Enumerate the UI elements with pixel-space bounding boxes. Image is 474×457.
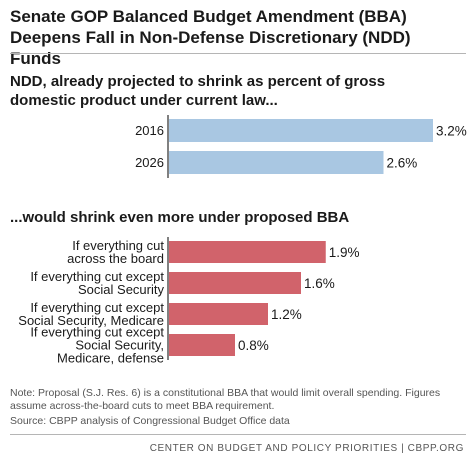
value-label-0: 3.2%: [436, 124, 467, 139]
bar-0: [169, 241, 326, 263]
value-label-3: 0.8%: [238, 338, 269, 353]
footer-credit: CENTER ON BUDGET AND POLICY PRIORITIES |…: [149, 443, 464, 454]
bottom-panel-title-line-1: ...would shrink even more under proposed…: [10, 209, 350, 226]
top-panel-title-line-1: NDD, already projected to shrink as perc…: [10, 73, 386, 90]
title-divider: [10, 53, 466, 54]
chart-title: Senate GOP Balanced Budget Amendment (BB…: [10, 6, 466, 69]
category-label-2-0: If everything cut except: [30, 300, 164, 315]
bar-3: [169, 334, 235, 356]
category-label-0-0: If everything cut: [72, 238, 164, 253]
category-label-3-0: If everything cut except: [30, 325, 164, 340]
category-label-0-1: across the board: [67, 251, 164, 266]
bar-2: [169, 303, 268, 325]
value-label-0: 1.9%: [329, 245, 360, 260]
chart-title-line-1: Senate GOP Balanced Budget Amendment (BB…: [10, 7, 407, 26]
chart-title-line-2: Deepens Fall in Non-Defense Discretionar…: [10, 28, 411, 68]
top-bar-chart: 3.2% 2016 2.6% 2026: [135, 115, 467, 178]
category-label-3-2: Medicare, defense: [57, 351, 164, 366]
bar-1: [169, 151, 384, 174]
value-label-2: 1.2%: [271, 307, 302, 322]
category-label-3-1: Social Security,: [75, 338, 164, 353]
category-label-2-1: Social Security, Medicare: [18, 313, 164, 328]
source-text: Source: CBPP analysis of Congressional B…: [10, 415, 290, 427]
footer-divider: [10, 434, 466, 435]
category-label-1-1: Social Security: [78, 282, 164, 297]
category-label-0-0: 2016: [135, 123, 164, 138]
note-text: Note: Proposal (S.J. Res. 6) is a consti…: [10, 387, 441, 412]
top-panel-title: NDD, already projected to shrink as perc…: [10, 72, 460, 110]
top-panel-title-line-2: domestic product under current law...: [10, 92, 278, 109]
category-label-1-0: 2026: [135, 155, 164, 170]
category-label-1-0: If everything cut except: [30, 269, 164, 284]
value-label-1: 2.6%: [387, 156, 418, 171]
value-label-1: 1.6%: [304, 276, 335, 291]
bar-1: [169, 272, 301, 294]
bottom-panel-title: ...would shrink even more under proposed…: [10, 208, 460, 227]
bar-0: [169, 119, 433, 142]
